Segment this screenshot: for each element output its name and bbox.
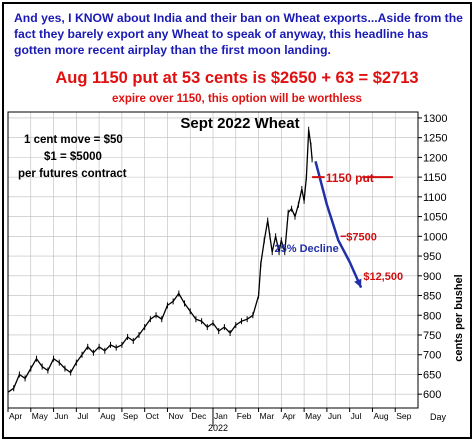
subline-text: expire over 1150, this option will be wo… — [112, 93, 362, 105]
x-tick-label: Sep — [396, 411, 411, 421]
x-axis-label: Day — [430, 412, 447, 422]
intro-text: And yes, I KNOW about India and their ba… — [14, 11, 463, 57]
y-axis-label: cents per bushel — [453, 274, 465, 361]
x-tick-label: Aug — [373, 411, 388, 421]
y-tick-label: 1150 — [423, 172, 447, 184]
loss-end-label: $12,500 — [363, 271, 403, 283]
y-tick-label: 1000 — [423, 231, 447, 243]
x-tick-label: Apr — [282, 411, 295, 421]
chart-grid — [7, 112, 418, 408]
chart-annotations: 1150 put $7500 $12,500 25% Decline — [275, 160, 403, 289]
y-tick-label: 850 — [423, 291, 441, 303]
figure-frame: And yes, I KNOW about India and their ba… — [2, 2, 472, 439]
x-tick-label: Jul — [77, 411, 88, 421]
y-tick-label: 1100 — [423, 192, 447, 204]
chart-title: Sept 2022 Wheat — [180, 115, 299, 132]
y-tick-label: 650 — [423, 369, 441, 381]
put-label: 1150 put — [326, 171, 374, 185]
x-tick-label: May — [305, 411, 322, 421]
dollar-move-note: $1 = $5000 — [44, 151, 102, 163]
y-tick-label: 700 — [423, 350, 441, 362]
price-line — [7, 129, 313, 393]
x-tick-label: Aug — [100, 411, 115, 421]
y-tick-label: 600 — [423, 389, 441, 401]
y-tick-label: 750 — [423, 330, 441, 342]
y-tick-label: 1250 — [423, 133, 447, 145]
y-tick-label: 1050 — [423, 212, 447, 224]
y-tick-label: 1200 — [423, 152, 447, 164]
x-tick-label: Feb — [237, 411, 252, 421]
x-tick-label: Jul — [351, 411, 362, 421]
y-tick-label: 900 — [423, 271, 441, 283]
projection-arrowhead — [354, 278, 362, 288]
x-tick-label: Nov — [168, 411, 184, 421]
cent-move-note: 1 cent move = $50 — [24, 134, 123, 146]
projection-arrow — [314, 160, 363, 289]
y-tick-label: 950 — [423, 251, 441, 263]
year-label: 2022 — [208, 423, 228, 433]
x-tick-label: Jun — [55, 411, 69, 421]
x-tick-label: Mar — [260, 411, 275, 421]
y-axis: 600 650 700 750 800 850 900 950 1000 1050 1100 1150… — [418, 113, 447, 401]
headline-text: Aug 1150 put at 53 cents is $2650 + 63 =… — [55, 69, 419, 87]
x-tick-label: Sep — [123, 411, 138, 421]
x-tick-label: Oct — [146, 411, 160, 421]
x-tick-label: Apr — [9, 411, 22, 421]
x-tick-label: Jan — [214, 411, 228, 421]
loss-mid-label: $7500 — [346, 231, 377, 243]
x-tick-label: Jun — [328, 411, 342, 421]
per-contract-note: per futures contract — [18, 168, 127, 180]
x-tick-label: May — [32, 411, 49, 421]
x-tick-label: Dec — [191, 411, 207, 421]
headline-banner: And yes, I KNOW about India and their ba… — [4, 4, 470, 110]
x-axis: Apr May Jun Jul Aug Sep Oct Nov Dec Jan Feb Mar Apr M… — [7, 408, 412, 426]
y-tick-label: 800 — [423, 310, 441, 322]
price-series — [7, 126, 313, 396]
decline-label: 25% Decline — [275, 243, 339, 255]
y-tick-label: 1300 — [423, 113, 447, 125]
